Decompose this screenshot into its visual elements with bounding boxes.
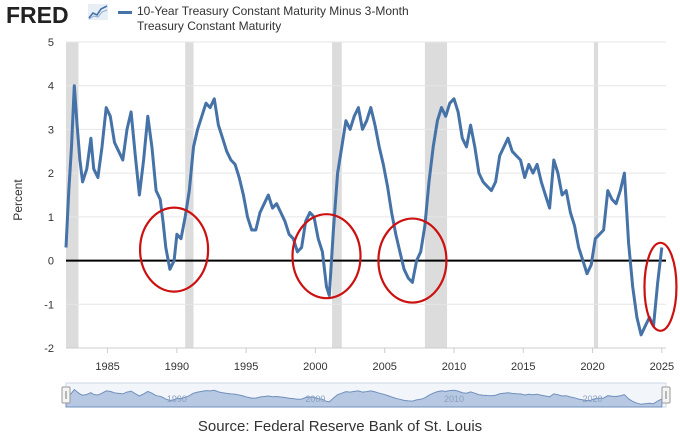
x-tick-label: 2005 — [372, 361, 396, 373]
recession-band — [593, 42, 599, 348]
navigator-tick-label: 1990 — [167, 394, 187, 404]
navigator-tick-label: 2020 — [583, 394, 603, 404]
y-axis-ticks: -2 -1 0 1 2 3 4 5 — [44, 37, 54, 355]
fred-logo[interactable]: FRED — [6, 2, 69, 28]
x-tick-label: 1990 — [165, 361, 189, 373]
annotation-circle-inversion-2024 — [643, 241, 678, 332]
chart-line-icon — [88, 4, 108, 20]
legend-label[interactable]: 10-Year Treasury Constant Maturity Minus… — [137, 4, 537, 34]
source-credit: Source: Federal Reserve Bank of St. Loui… — [197, 418, 483, 435]
navigator-ticks: 1990 2000 2010 2020 — [167, 394, 603, 404]
annotation-circles — [138, 206, 678, 332]
navigator-tick-label: 2000 — [305, 394, 325, 404]
series-line[interactable] — [64, 84, 664, 337]
x-tick-label: 2000 — [303, 361, 327, 373]
y-tick-label: 1 — [48, 212, 54, 224]
y-tick-label: -1 — [44, 299, 54, 311]
y-tick-label: 3 — [48, 124, 54, 136]
y-tick-label: 2 — [48, 168, 54, 180]
x-tick-label: 2020 — [580, 361, 604, 373]
legend-label-line-1: 10-Year Treasury Constant Maturity Minus… — [137, 4, 409, 18]
x-tick-label: 2025 — [650, 361, 674, 373]
range-navigator[interactable]: 1990 2000 2010 2020 — [61, 382, 671, 408]
y-tick-label: 0 — [48, 256, 54, 268]
gridlines — [66, 41, 666, 349]
x-tick-label: 2015 — [511, 361, 535, 373]
recession-band — [424, 42, 448, 348]
annotation-circle-inversion-2007 — [377, 217, 448, 304]
x-tick-label: 2010 — [442, 361, 466, 373]
y-tick-label: -2 — [44, 343, 54, 355]
y-tick-label: 4 — [48, 81, 54, 93]
legend-label-line-2: Treasury Constant Maturity — [137, 19, 282, 33]
navigator-area — [65, 388, 663, 408]
legend-swatch — [118, 11, 132, 14]
annotation-circle-inversion-2000 — [291, 213, 362, 300]
navigator-tick-label: 2010 — [444, 394, 464, 404]
chart-header: FRED 10-Year Treasury Constant Maturity … — [0, 0, 680, 40]
y-axis-label: Percent — [11, 179, 25, 221]
recession-shading — [66, 42, 599, 348]
x-axis-ticks: 1985 1990 1995 2000 2005 2010 2015 2020 2025 — [95, 348, 674, 373]
x-tick-label: 1985 — [95, 361, 119, 373]
annotation-circle-inversion-1989 — [138, 206, 210, 293]
x-tick-label: 1995 — [234, 361, 258, 373]
y-tick-label: 5 — [48, 37, 54, 49]
